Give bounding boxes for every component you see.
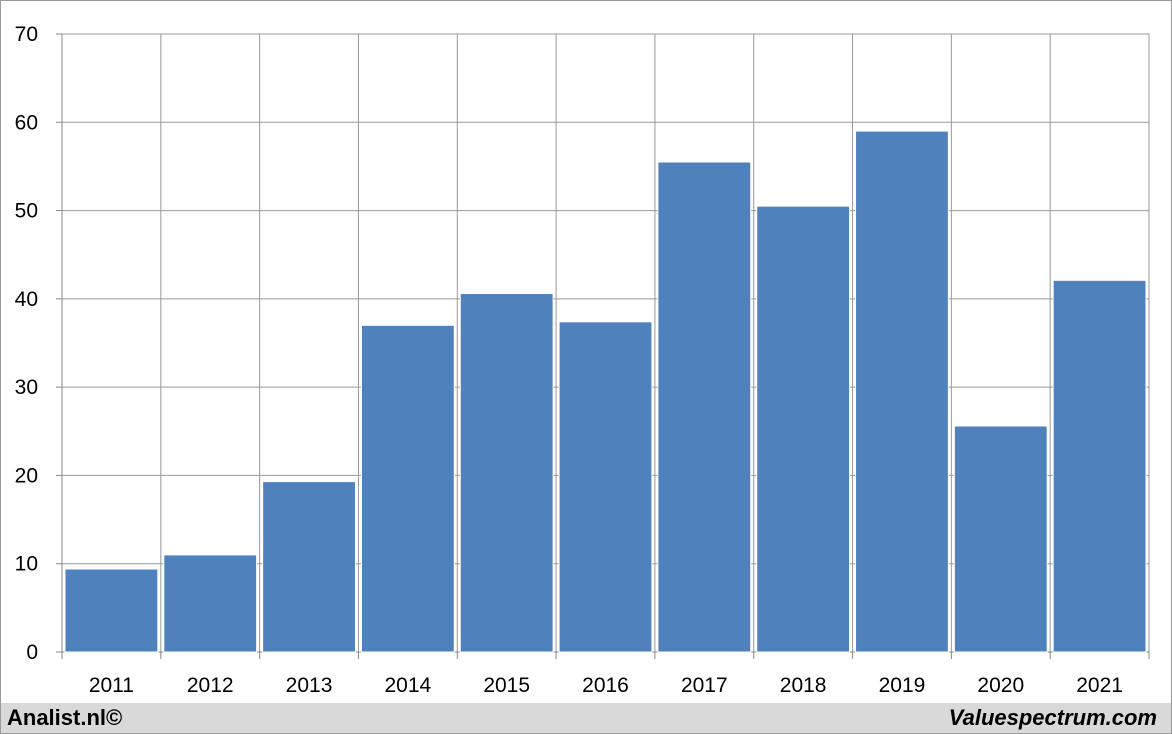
y-tick-label: 0 <box>26 641 38 664</box>
y-tick-label: 30 <box>15 376 38 399</box>
bar-2021 <box>1052 279 1147 653</box>
y-tick-label: 10 <box>15 553 38 576</box>
footer-bar: Analist.nl© Valuespectrum.com <box>1 703 1171 733</box>
bar-2012 <box>163 554 258 653</box>
bar-2016 <box>558 321 653 653</box>
bar-2011 <box>64 568 159 653</box>
bar-2014 <box>360 324 455 653</box>
x-tick-label: 2015 <box>483 674 530 697</box>
bar-2018 <box>756 205 851 653</box>
x-tick-label: 2014 <box>385 674 432 697</box>
bar-2015 <box>459 293 554 653</box>
y-tick-label: 70 <box>15 23 38 46</box>
x-tick-label: 2011 <box>89 674 134 697</box>
x-tick-label: 2020 <box>977 674 1024 697</box>
x-tick-label: 2013 <box>286 674 333 697</box>
x-tick-label: 2017 <box>681 674 728 697</box>
x-tick-label: 2018 <box>780 674 827 697</box>
x-tick-label: 2016 <box>582 674 629 697</box>
bar-2020 <box>953 425 1048 653</box>
footer-left-credit: Analist.nl© <box>7 705 123 730</box>
footer-right-credit: Valuespectrum.com <box>948 705 1157 730</box>
y-tick-label: 40 <box>15 288 38 311</box>
y-tick-label: 50 <box>15 200 38 223</box>
bar-2013 <box>262 481 356 653</box>
y-tick-label: 20 <box>15 464 38 487</box>
bar-2017 <box>657 161 752 653</box>
x-tick-label: 2012 <box>187 674 234 697</box>
x-tick-label: 2021 <box>1076 674 1123 697</box>
bar-2019 <box>855 130 949 653</box>
x-tick-label: 2019 <box>879 674 926 697</box>
y-tick-label: 60 <box>15 111 38 134</box>
